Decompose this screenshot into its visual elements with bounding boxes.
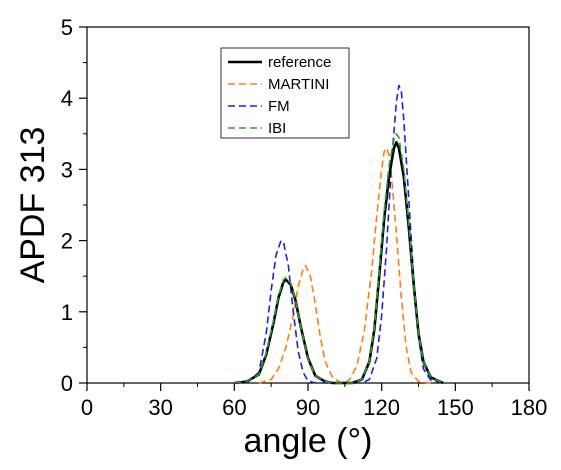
x-tick-label: 90	[296, 395, 320, 420]
y-tick-label: 0	[61, 371, 73, 396]
x-tick-label: 180	[511, 395, 548, 420]
series-line-reference	[234, 141, 444, 385]
y-tick-labels: 0 1 2 3 4 5	[61, 15, 73, 396]
major-ticks	[79, 26, 530, 391]
series-line-ibi	[234, 133, 444, 384]
x-tick-label: 150	[437, 395, 474, 420]
x-axis-title: angle (°)	[244, 422, 373, 460]
legend: reference MARTINI FM IBI	[220, 47, 350, 139]
y-tick-label: 3	[61, 157, 73, 182]
y-tick-label: 4	[61, 86, 73, 111]
x-tick-label: 0	[81, 395, 93, 420]
y-tick-label: 2	[61, 229, 73, 254]
y-tick-label: 1	[61, 300, 73, 325]
series-line-martini	[258, 147, 431, 384]
legend-label-martini: MARTINI	[268, 76, 329, 93]
x-tick-labels: 0 30 60 90 120 150 180	[81, 395, 547, 420]
x-tick-label: 30	[148, 395, 172, 420]
y-tick-label: 5	[61, 15, 73, 40]
y-axis-title: APDF 313	[14, 127, 52, 284]
legend-label-reference: reference	[268, 54, 331, 71]
x-tick-label: 120	[363, 395, 400, 420]
legend-label-ibi: IBI	[268, 120, 286, 137]
x-tick-label: 60	[222, 395, 246, 420]
legend-label-fm: FM	[268, 98, 290, 115]
series-line-fm	[246, 84, 444, 384]
series-lines	[234, 84, 444, 385]
